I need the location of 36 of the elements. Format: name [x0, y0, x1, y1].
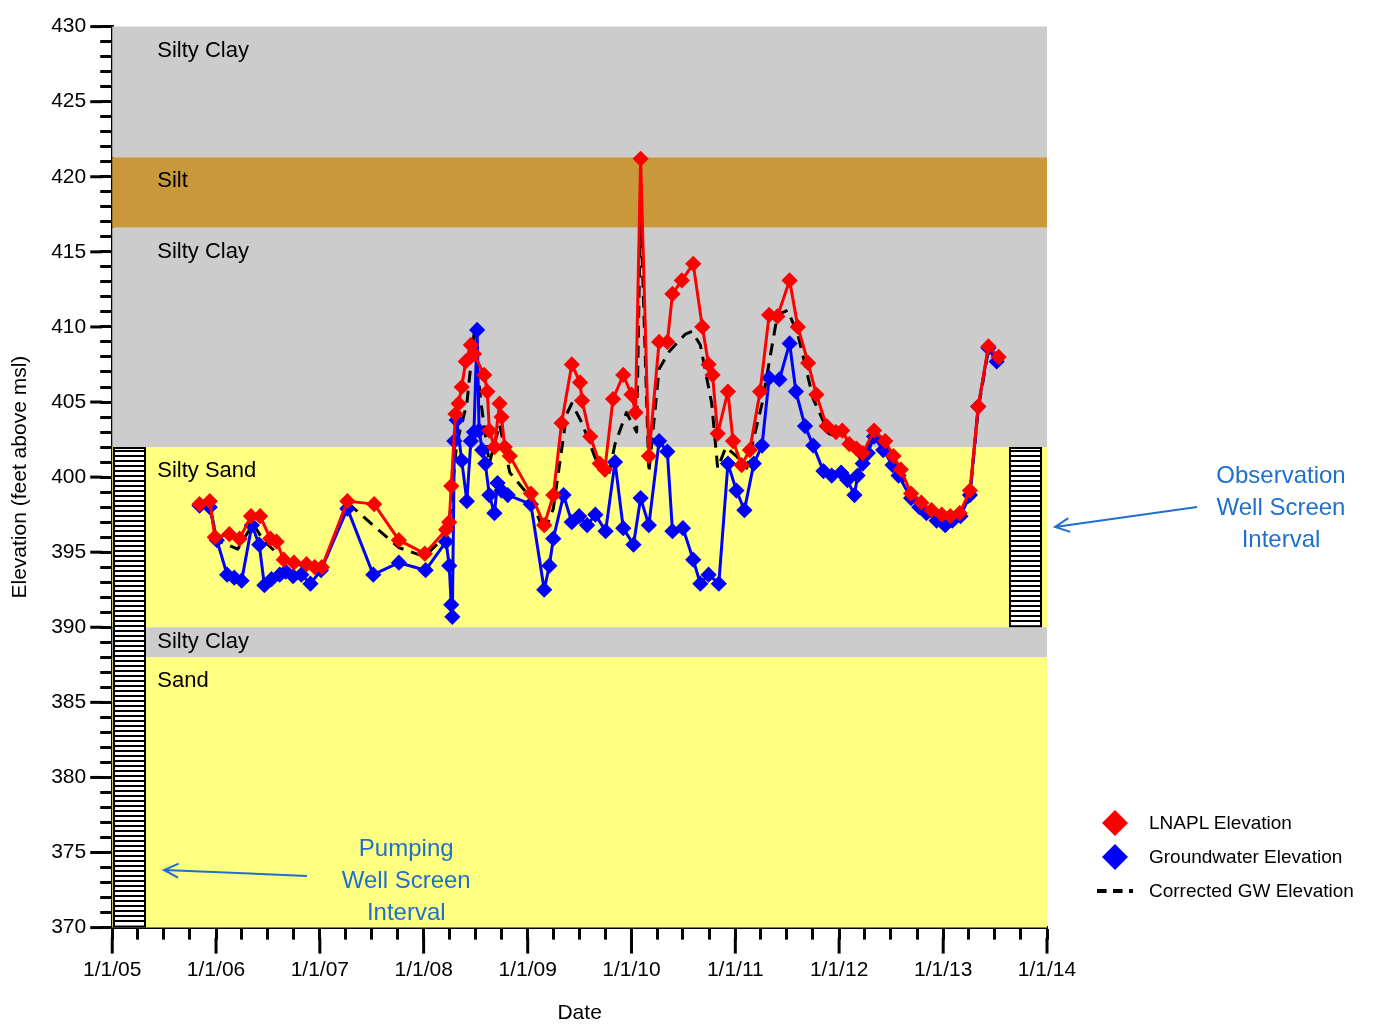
x-tick-label: 1/1/13 — [914, 957, 973, 980]
y-tick-label: 385 — [51, 689, 87, 713]
y-tick-label: 395 — [51, 538, 87, 562]
y-axis-title: Elevation (feet above msl) — [7, 355, 31, 599]
x-axis-title: Date — [557, 1000, 602, 1024]
legend-label: Groundwater Elevation — [1149, 845, 1343, 868]
x-tick-label: 1/1/11 — [706, 957, 764, 980]
y-tick-label: 370 — [51, 914, 87, 938]
text: Observation Well Screen Interval — [1215, 459, 1347, 554]
y-tick-label: 375 — [51, 839, 87, 863]
x-tick-label: 1/1/05 — [83, 957, 142, 980]
band-label: Silt — [157, 167, 188, 193]
y-tick-label: 430 — [51, 13, 87, 37]
annotation: Pumping Well Screen Interval — [340, 832, 472, 927]
x-tick-label: 1/1/07 — [290, 957, 350, 980]
x-tick-label: 1/1/14 — [1017, 957, 1077, 980]
x-tick-label: 1/1/06 — [186, 957, 246, 980]
x-tick-label: 1/1/12 — [809, 957, 869, 980]
legend-label: Corrected GW Elevation — [1149, 879, 1354, 902]
x-tick-label: 1/1/08 — [394, 957, 453, 980]
band-label: Silty Clay — [157, 628, 249, 654]
y-tick-label: 425 — [51, 88, 87, 112]
y-tick-label: 400 — [51, 463, 87, 487]
y-tick-label: 405 — [51, 388, 87, 412]
y-tick-label: 410 — [51, 313, 87, 337]
x-tick-label: 1/1/10 — [602, 957, 661, 980]
y-tick-label: 415 — [51, 238, 87, 262]
y-tick-label: 380 — [51, 764, 87, 788]
band-label: Sand — [157, 667, 209, 693]
band-label: Silty Clay — [157, 237, 249, 263]
y-tick-label: 390 — [51, 614, 87, 638]
y-tick-label: 420 — [51, 163, 87, 187]
band-label: Silty Sand — [157, 457, 257, 483]
legend-label: LNAPL Elevation — [1149, 811, 1292, 834]
x-tick-label: 1/1/09 — [498, 957, 557, 980]
band-label: Silty Clay — [157, 36, 249, 62]
